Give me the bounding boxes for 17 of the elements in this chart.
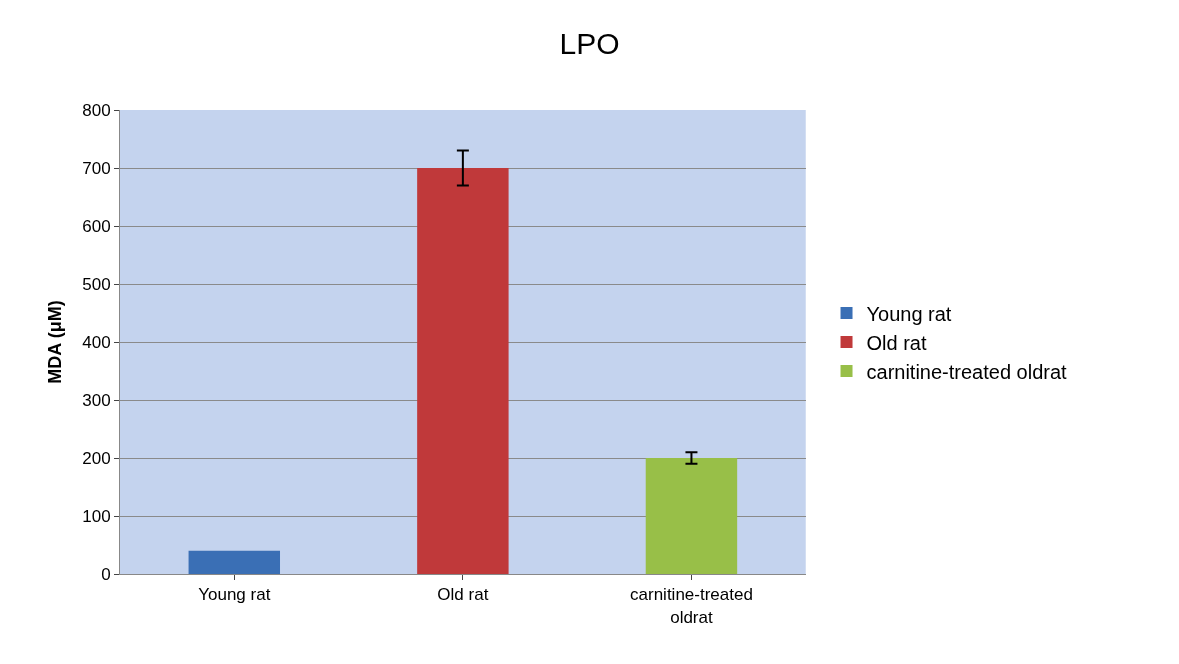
legend-label: carnitine-treated oldrat bbox=[866, 360, 1068, 383]
y-tick-label: 200 bbox=[82, 448, 111, 468]
y-tick-label: 600 bbox=[82, 216, 111, 236]
x-tick-label: carnitine-treated oldrat bbox=[630, 585, 753, 627]
y-axis-title: MDA (μM) bbox=[45, 300, 66, 384]
legend-label: Old rat bbox=[866, 331, 927, 354]
y-tick-label: 300 bbox=[82, 390, 111, 410]
y-tick-label: 0 bbox=[101, 564, 111, 584]
y-tick-label: 500 bbox=[82, 274, 111, 294]
legend-label: Young rat bbox=[866, 302, 952, 325]
x-tick-label: Young rat bbox=[198, 585, 271, 605]
y-tick-label: 100 bbox=[82, 506, 111, 526]
x-tick-label: Old rat bbox=[437, 585, 489, 605]
y-tick-label: 800 bbox=[82, 100, 111, 120]
chart-title: LPO bbox=[559, 27, 620, 61]
y-tick-label: 400 bbox=[82, 332, 111, 352]
y-tick-label: 700 bbox=[82, 158, 111, 178]
